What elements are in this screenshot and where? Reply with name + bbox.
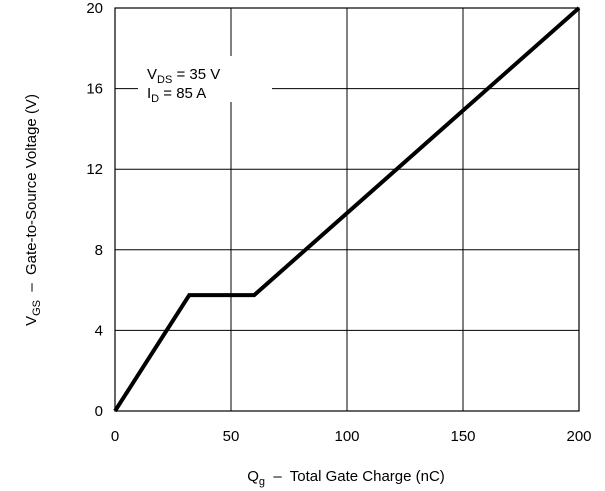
annotation-vds-rest: = 35 V	[172, 66, 220, 83]
x-tick-label-200: 200	[566, 428, 591, 445]
annotation-id-main: I	[147, 85, 151, 102]
annotation-id: ID = 85 A	[147, 85, 206, 105]
x-tick-label-50: 50	[223, 428, 240, 445]
x-axis-label-rest: – Total Gate Charge (nC)	[265, 468, 445, 485]
y-axis-label-sub: GS	[31, 300, 43, 316]
series-group	[113, 6, 581, 413]
x-tick-label-0: 0	[111, 428, 119, 445]
x-tick-label-150: 150	[450, 428, 475, 445]
y-tick-label-0: 0	[95, 403, 103, 420]
series-line-0	[113, 6, 581, 413]
y-tick-label-16: 16	[86, 81, 103, 98]
annotation-background	[138, 56, 272, 102]
annotation-id-rest: = 85 A	[159, 85, 206, 102]
y-tick-label-12: 12	[86, 161, 103, 178]
x-axis-label: Qg – Total Gate Charge (nC)	[247, 468, 445, 488]
tick-labels: 0 50 100 150 200 0 4 8 12 16 20	[86, 0, 591, 445]
plot-frame	[114, 7, 580, 412]
y-axis-label: VGS – Gate-to-Source Voltage (V)	[23, 94, 43, 326]
annotation-id-sub: D	[151, 93, 159, 105]
annotation-vds-main: V	[147, 66, 157, 83]
y-tick-label-20: 20	[86, 0, 103, 17]
annotation-vds-sub: DS	[157, 74, 172, 86]
x-axis-label-main: Q	[247, 468, 259, 485]
y-axis-label-main: V	[23, 316, 40, 326]
annotation-vds: VDS = 35 V	[147, 66, 220, 86]
x-tick-label-100: 100	[334, 428, 359, 445]
x-axis-label-sub: g	[259, 476, 265, 488]
y-axis-label-rest: – Gate-to-Source Voltage (V)	[23, 94, 40, 300]
y-tick-label-8: 8	[95, 242, 103, 259]
y-tick-label-4: 4	[95, 322, 103, 339]
axes	[114, 7, 580, 412]
